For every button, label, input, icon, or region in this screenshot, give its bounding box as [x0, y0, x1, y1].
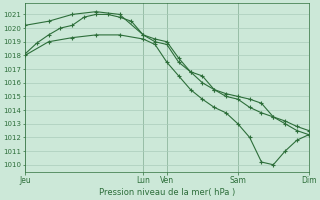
X-axis label: Pression niveau de la mer( hPa ): Pression niveau de la mer( hPa ): [99, 188, 235, 197]
